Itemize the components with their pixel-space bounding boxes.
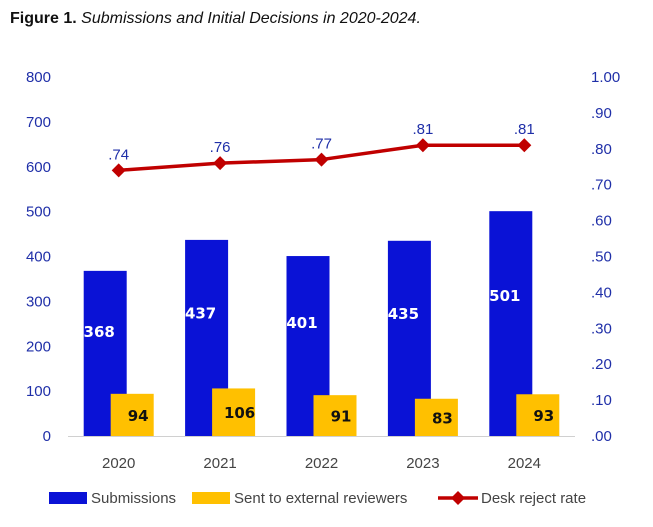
- y-left-tick-label: 700: [26, 114, 51, 131]
- figure-caption: Figure 1. Submissions and Initial Decisi…: [10, 10, 421, 28]
- y-right-tick-label: .60: [591, 213, 612, 230]
- legend-label-external-reviewers: Sent to external reviewers: [234, 490, 407, 507]
- figure-title: Submissions and Initial Decisions in 202…: [81, 10, 421, 27]
- bar-external-reviewers: [212, 388, 256, 436]
- y-right-tick-label: .80: [591, 141, 612, 158]
- data-label-external-reviewers: 83: [432, 409, 453, 427]
- data-label-desk-reject-rate: .81: [412, 121, 433, 138]
- bar-external-reviewers: [414, 398, 458, 436]
- y-right-tick-label: .90: [591, 105, 612, 122]
- x-tick-label: 2023: [406, 455, 439, 472]
- x-tick-label: 2020: [102, 455, 135, 472]
- data-label-desk-reject-rate: .81: [514, 121, 535, 138]
- x-tick-label: 2022: [305, 455, 338, 472]
- y-left-tick-label: 300: [26, 293, 51, 310]
- y-right-tick-label: .40: [591, 284, 612, 301]
- data-label-submissions: 501: [489, 287, 520, 305]
- x-tick-label: 2021: [203, 455, 236, 472]
- y-right-tick-label: .10: [591, 392, 612, 409]
- y-left-tick-label: 800: [26, 69, 51, 86]
- y-right-tick-label: .50: [591, 249, 612, 266]
- data-label-submissions: 435: [388, 305, 419, 323]
- y-right-tick-label: .00: [591, 428, 612, 445]
- data-label-submissions: 401: [286, 314, 317, 332]
- legend-label-submissions: Submissions: [91, 490, 176, 507]
- y-left-tick-label: 500: [26, 204, 51, 221]
- bar-external-reviewers: [516, 394, 560, 436]
- y-left-tick-label: 600: [26, 159, 51, 176]
- y-right-tick-label: .20: [591, 356, 612, 373]
- figure-label: Figure 1.: [10, 10, 77, 27]
- x-tick-label: 2024: [508, 455, 541, 472]
- y-left-tick-label: 400: [26, 249, 51, 266]
- y-left-tick-label: 100: [26, 383, 51, 400]
- y-left-tick-label: 200: [26, 338, 51, 355]
- data-label-external-reviewers: 106: [224, 404, 255, 422]
- data-label-submissions: 368: [84, 323, 115, 341]
- legend-swatch-submissions: [49, 492, 87, 504]
- data-label-desk-reject-rate: .76: [210, 139, 231, 156]
- marker-desk-reject-rate: [517, 138, 532, 153]
- y-right-tick-label: 1.00: [591, 69, 620, 86]
- data-label-external-reviewers: 94: [128, 407, 149, 425]
- legend-marker-desk-reject-rate: [451, 491, 465, 505]
- y-right-tick-label: .70: [591, 177, 612, 194]
- marker-desk-reject-rate: [213, 156, 228, 171]
- y-right-tick-label: .30: [591, 320, 612, 337]
- legend-swatch-external-reviewers: [192, 492, 230, 504]
- data-label-submissions: 437: [185, 304, 216, 322]
- bar-external-reviewers: [313, 395, 357, 436]
- marker-desk-reject-rate: [415, 138, 430, 153]
- y-left-tick-label: 0: [43, 428, 51, 445]
- data-label-external-reviewers: 91: [331, 408, 352, 426]
- marker-desk-reject-rate: [314, 152, 329, 167]
- data-label-desk-reject-rate: .74: [108, 146, 129, 163]
- legend-label-desk-reject-rate: Desk reject rate: [481, 490, 586, 507]
- data-label-external-reviewers: 93: [533, 407, 554, 425]
- bar-external-reviewers: [110, 393, 154, 436]
- marker-desk-reject-rate: [111, 163, 126, 178]
- data-label-desk-reject-rate: .77: [311, 136, 332, 153]
